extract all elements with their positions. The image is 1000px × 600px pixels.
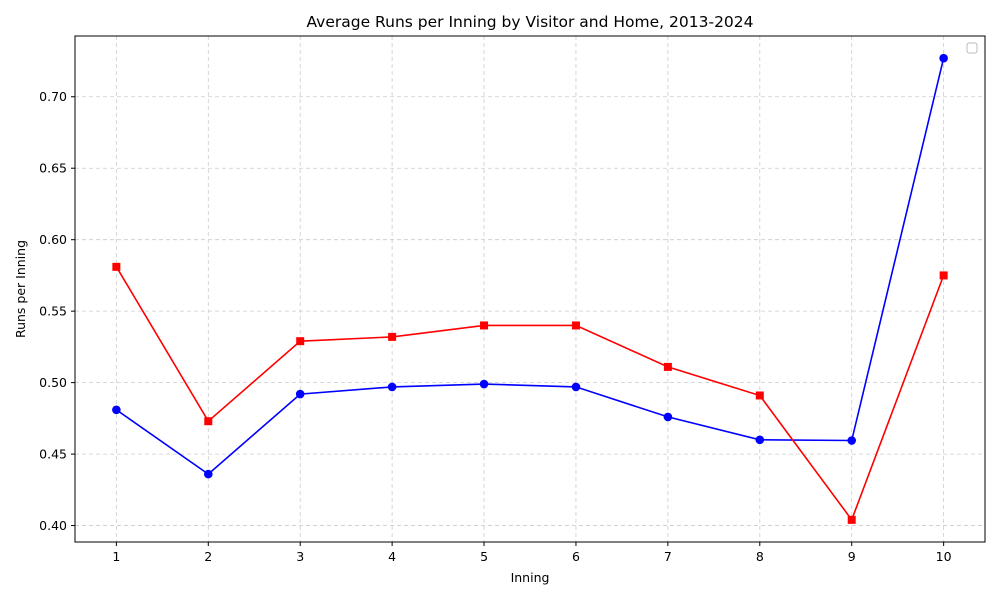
x-tick-label: 7	[664, 549, 672, 564]
data-point-blue	[387, 382, 397, 392]
data-point-blue	[939, 53, 948, 63]
data-point-blue	[663, 412, 673, 422]
x-tick-label: 10	[936, 549, 952, 564]
data-point-blue	[203, 469, 213, 479]
grid	[75, 36, 985, 542]
x-tick-label: 9	[848, 549, 856, 564]
x-tick-label: 1	[112, 549, 120, 564]
data-point-blue	[479, 379, 489, 389]
y-tick-label: 0.65	[39, 161, 67, 176]
data-point-red	[204, 417, 213, 426]
y-tick-label: 0.45	[39, 447, 67, 462]
chart-title: Average Runs per Inning by Visitor and H…	[306, 13, 753, 31]
data-point-blue	[112, 405, 121, 415]
y-axis-label: Runs per Inning	[13, 240, 28, 338]
x-tick-label: 8	[756, 549, 764, 564]
data-point-red	[388, 332, 397, 341]
data-point-red	[480, 321, 489, 330]
series-layer	[112, 53, 948, 524]
x-axis-ticks: 1 2 3 4 5 6 7 8 9 10	[112, 542, 952, 564]
x-tick-label: 5	[480, 549, 488, 564]
data-point-red	[847, 515, 856, 524]
series-line-red	[115, 266, 945, 522]
y-tick-label: 0.40	[39, 518, 67, 533]
data-point-red	[571, 321, 580, 330]
y-tick-label: 0.70	[39, 89, 67, 104]
data-point-red	[755, 391, 764, 400]
legend-box	[966, 42, 978, 54]
data-point-blue	[755, 435, 765, 445]
y-axis-ticks: 0.40 0.45 0.50 0.55 0.60 0.65 0.70	[39, 89, 75, 533]
x-tick-label: 2	[204, 549, 212, 564]
data-point-blue	[571, 382, 581, 392]
data-point-red	[663, 362, 672, 371]
data-point-red	[112, 262, 121, 271]
x-tick-label: 4	[388, 549, 396, 564]
data-point-blue	[295, 389, 305, 399]
series-line-blue	[115, 58, 945, 476]
y-tick-label: 0.50	[39, 375, 67, 390]
data-point-red	[296, 337, 305, 346]
plot-frame	[74, 35, 986, 543]
x-tick-label: 6	[572, 549, 580, 564]
data-point-red	[939, 271, 948, 280]
y-tick-label: 0.55	[39, 304, 67, 319]
data-point-blue	[847, 436, 857, 445]
x-axis-label: Inning	[511, 570, 550, 585]
x-tick-label: 3	[296, 549, 304, 564]
y-tick-label: 0.60	[39, 232, 67, 247]
